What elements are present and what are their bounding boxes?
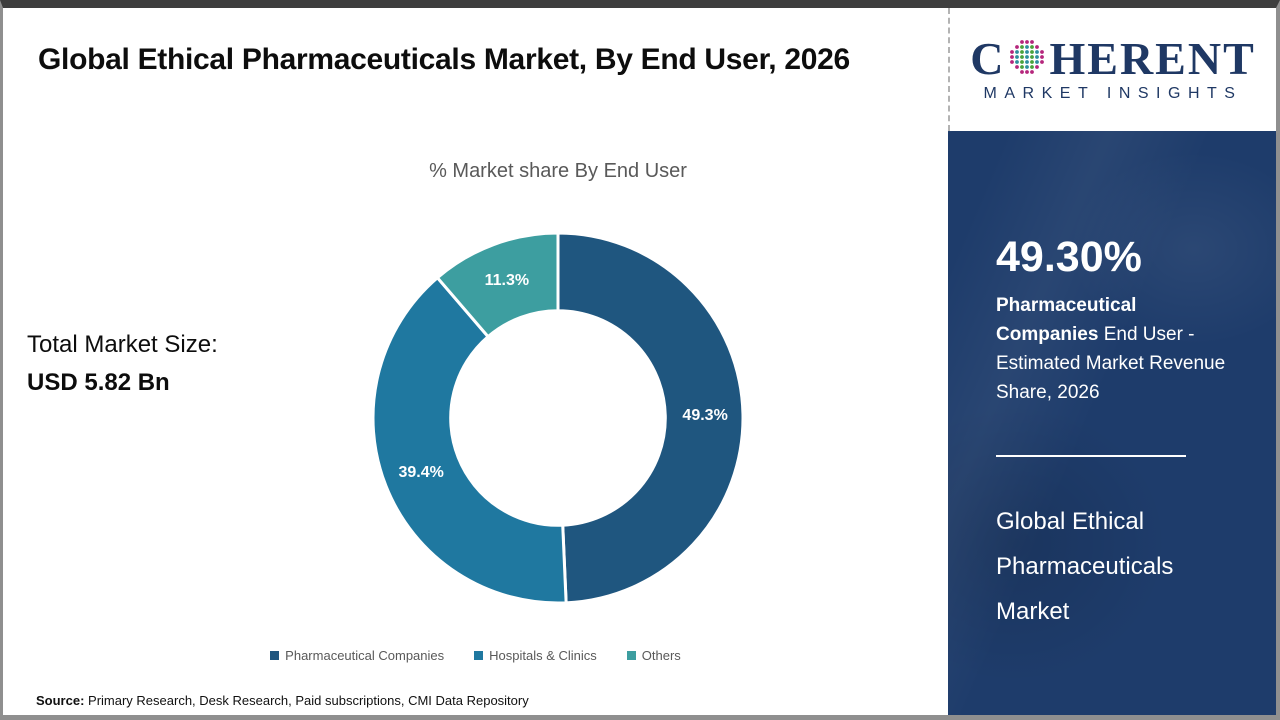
source-note: Source: Primary Research, Desk Research,…: [36, 693, 529, 708]
legend-label: Hospitals & Clinics: [489, 648, 597, 663]
brand-logo: C HERENT MARKET INSIGHTS: [948, 8, 1276, 131]
chart-legend: Pharmaceutical Companies Hospitals & Cli…: [3, 648, 948, 663]
sidebar: 49.30% Pharmaceutical Companies End User…: [948, 131, 1276, 715]
source-text: Primary Research, Desk Research, Paid su…: [84, 693, 529, 708]
legend-item-pharmaceutical-companies: Pharmaceutical Companies: [270, 648, 444, 663]
sidebar-divider: [996, 455, 1186, 457]
donut-slice-0: [556, 231, 745, 605]
sidebar-stat-segment: Pharmaceutical Companies: [996, 295, 1137, 345]
legend-swatch-others: [626, 651, 636, 660]
donut-chart: 49.3% 39.4% 11.3%: [371, 231, 745, 605]
sidebar-market-title: Global Ethical Pharmaceuticals Market: [996, 508, 1174, 625]
total-market-value: USD 5.82 Bn: [27, 369, 170, 396]
legend-label: Others: [641, 648, 681, 663]
page-title: Global Ethical Pharmaceuticals Market, B…: [38, 43, 850, 76]
sidebar-stat-rest: End User - Estimated Market Revenue Shar…: [996, 324, 1226, 403]
donut-data-label: 39.4%: [398, 464, 443, 481]
sidebar-stat-value: 49.30%: [996, 233, 1142, 281]
legend-swatch-hospitals-clinics: [474, 651, 484, 660]
legend-item-hospitals-clinics: Hospitals & Clinics: [474, 648, 597, 663]
sidebar-stat-description: Pharmaceutical Companies End User - Esti…: [996, 291, 1236, 407]
brand-subtitle: MARKET INSIGHTS: [983, 85, 1243, 102]
source-label: Source:: [36, 693, 85, 708]
legend-item-others: Others: [626, 648, 681, 663]
brand-letter-c: C: [970, 33, 1006, 84]
total-market-label: Total Market Size:: [27, 331, 218, 358]
donut-data-label: 49.3%: [682, 407, 727, 424]
legend-swatch-pharmaceutical-companies: [270, 651, 280, 660]
donut-slice-2: [435, 231, 560, 339]
brand-wordmark: C HERENT: [970, 36, 1256, 82]
chart-title: % Market share By End User: [429, 160, 687, 182]
total-market-block: Total Market Size: USD 5.82 Bn: [27, 326, 218, 402]
donut-data-label: 11.3%: [485, 272, 529, 289]
dotted-globe-icon: [1010, 40, 1045, 74]
legend-label: Pharmaceutical Companies: [285, 648, 445, 663]
brand-letters-herent: HERENT: [1049, 33, 1256, 84]
donut-slice-1: [371, 275, 568, 605]
